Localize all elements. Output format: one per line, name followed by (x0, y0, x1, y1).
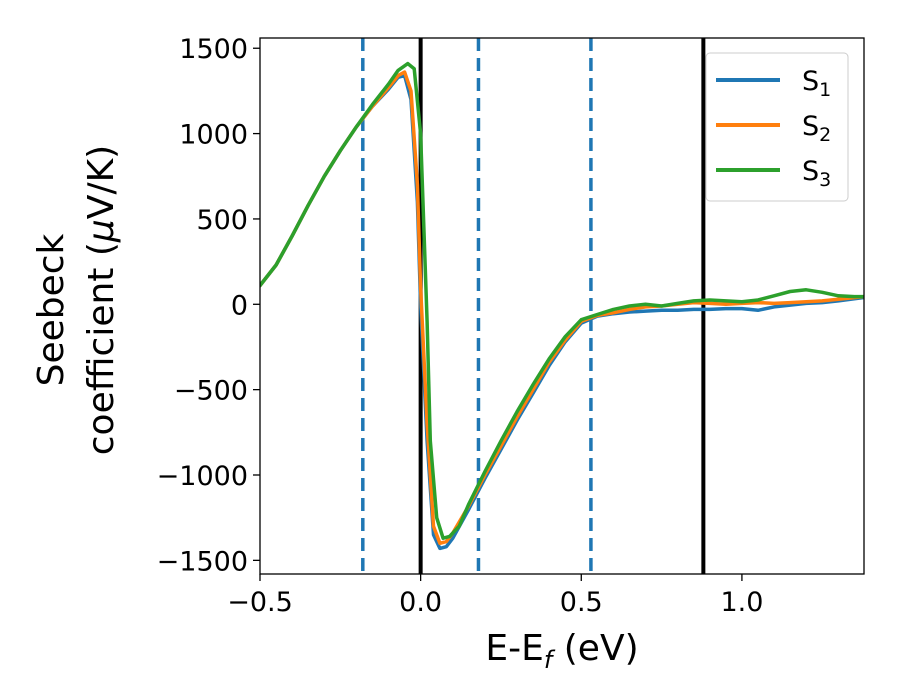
y-tick-label: −1000 (157, 461, 248, 492)
y-tick-label: −1500 (157, 546, 248, 577)
legend-label-2: S2 (802, 111, 831, 146)
y-axis-label-line1: Seebeck (31, 233, 72, 386)
y-axis-label-line2: coefficient (μV/K) (81, 145, 122, 455)
x-axis: −0.5 0.0 0.5 1.0 (227, 574, 763, 618)
x-tick-label: 0.0 (399, 587, 442, 618)
y-tick-label: 0 (231, 290, 248, 321)
x-tick-label: 1.0 (720, 587, 763, 618)
y-tick-label: −500 (174, 376, 248, 407)
series-line-3 (260, 61, 864, 540)
x-tick-label: 0.5 (560, 587, 603, 618)
y-tick-label: 500 (196, 205, 248, 236)
legend: S1 S2 S3 (705, 52, 849, 202)
plot-frame (259, 37, 865, 575)
x-tick-label: −0.5 (227, 587, 293, 618)
y-tick-label: 1500 (179, 34, 248, 65)
x-axis-label: E-Ef (eV) (485, 628, 638, 674)
y-tick-label: 1000 (179, 120, 248, 151)
legend-label-1: S1 (802, 66, 831, 101)
series-layer (260, 61, 864, 551)
y-axis: −1500 −1000 −500 0 500 1000 1500 (157, 34, 260, 577)
legend-label-3: S3 (802, 156, 831, 191)
